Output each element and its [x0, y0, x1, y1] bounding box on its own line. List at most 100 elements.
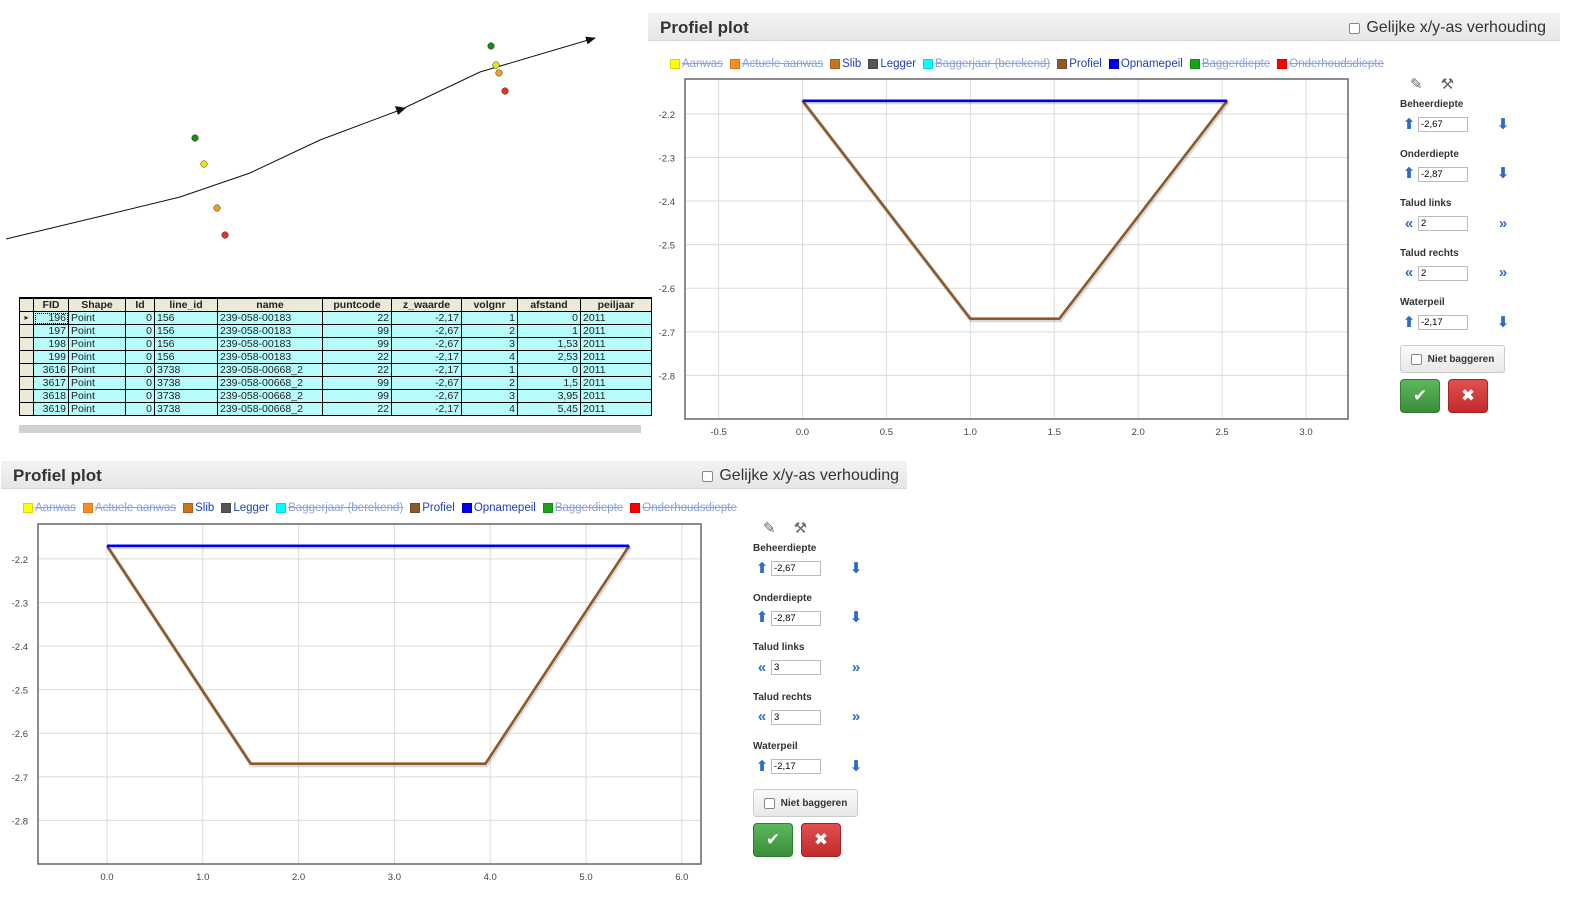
row-selector[interactable] — [19, 376, 34, 390]
map-canvas[interactable] — [0, 25, 610, 250]
table-cell-afstand[interactable]: 1,53 — [517, 337, 581, 351]
table-cell-id[interactable]: 0 — [125, 376, 155, 390]
table-cell-fid[interactable]: 3617 — [33, 376, 69, 390]
decrease-arrow-icon[interactable]: « — [1404, 264, 1414, 282]
table-cell-z_waarde[interactable]: -2,67 — [391, 337, 462, 351]
table-cell-line_id[interactable]: 3738 — [154, 389, 218, 403]
decrease-arrow-icon[interactable]: ⬇ — [849, 757, 863, 775]
table-row[interactable]: 199 Point 0 156 239-058-00183 22 -2,17 4 2,53 201… — [19, 350, 652, 364]
niet-baggeren-button[interactable]: Niet baggeren — [1400, 345, 1505, 373]
legend-item-baggerdiepte[interactable]: Baggerdiepte — [542, 502, 623, 514]
legend-item-actuele-aanwas[interactable]: Actuele aanwas — [82, 502, 176, 514]
table-cell-fid[interactable]: 3616 — [33, 363, 69, 377]
increase-arrow-icon[interactable]: ⬆ — [1402, 115, 1416, 133]
table-cell-puntcode[interactable]: 22 — [322, 311, 392, 325]
table-cell-peiljaar[interactable]: 2011 — [580, 363, 652, 377]
decrease-arrow-icon[interactable]: ⬇ — [849, 559, 863, 577]
table-cell-volgnr[interactable]: 2 — [461, 324, 518, 338]
row-selector[interactable] — [19, 363, 34, 377]
table-cell-volgnr[interactable]: 4 — [461, 350, 518, 364]
column-header[interactable]: FID — [33, 297, 69, 312]
series-line-profiel[interactable] — [801, 100, 1229, 320]
increase-arrow-icon[interactable]: » — [1498, 264, 1508, 282]
confirm-button[interactable]: ✔ — [1400, 379, 1440, 413]
wrench-icon[interactable]: ⚒ — [793, 520, 808, 537]
table-cell-shape[interactable]: Point — [68, 376, 126, 390]
table-cell-id[interactable]: 0 — [125, 311, 155, 325]
table-cell-id[interactable]: 0 — [125, 402, 155, 416]
wrench-icon[interactable]: ⚒ — [1440, 76, 1455, 93]
table-cell-name[interactable]: 239-058-00183 — [217, 311, 323, 325]
waterpeil-input[interactable] — [771, 759, 821, 775]
table-row[interactable]: 197 Point 0 156 239-058-00183 99 -2,67 2 1 2011 — [19, 324, 652, 338]
table-cell-puntcode[interactable]: 99 — [322, 324, 392, 338]
row-selector[interactable] — [19, 389, 34, 403]
profile-chart[interactable]: 0.0 1.0 2.0 3.0 4.0 5.0 6.0 -2.2 -2.3 -2.4 -2.5 -2.… — [1, 519, 717, 889]
table-cell-z_waarde[interactable]: -2,67 — [391, 324, 462, 338]
plot-area[interactable] — [38, 524, 701, 864]
legend-item-aanwas[interactable]: Aanwas — [23, 502, 76, 514]
table-cell-name[interactable]: 239-058-00668_2 — [217, 389, 323, 403]
legend-item-slib[interactable]: Slib — [830, 58, 861, 70]
table-cell-name[interactable]: 239-058-00668_2 — [217, 376, 323, 390]
map-point-yellow[interactable] — [492, 61, 500, 69]
table-cell-shape[interactable]: Point — [68, 389, 126, 403]
table-cell-name[interactable]: 239-058-00183 — [217, 324, 323, 338]
table-cell-afstand[interactable]: 2,53 — [517, 350, 581, 364]
table-cell-id[interactable]: 0 — [125, 389, 155, 403]
decrease-arrow-icon[interactable]: ⬇ — [1496, 165, 1510, 183]
map-point-red[interactable] — [221, 231, 229, 239]
beheerdiepte-input[interactable] — [1418, 117, 1468, 132]
cancel-button[interactable]: ✖ — [1448, 379, 1488, 413]
table-cell-afstand[interactable]: 3,95 — [517, 389, 581, 403]
legend-item-profiel[interactable]: Profiel — [410, 502, 455, 514]
table-cell-volgnr[interactable]: 4 — [461, 402, 518, 416]
table-cell-volgnr[interactable]: 1 — [461, 311, 518, 325]
increase-arrow-icon[interactable]: » — [851, 658, 861, 676]
increase-arrow-icon[interactable]: ⬆ — [1402, 165, 1416, 183]
decrease-arrow-icon[interactable]: « — [1404, 214, 1414, 232]
row-selector[interactable] — [19, 337, 34, 351]
onderdiepte-input[interactable] — [1418, 166, 1468, 182]
decrease-arrow-icon[interactable]: « — [757, 708, 767, 726]
onderdiepte-input[interactable] — [771, 610, 821, 626]
legend-item-baggerjaar-berekend[interactable]: Baggerjaar (berekend) — [923, 58, 1050, 70]
legend-item-legger[interactable]: Legger — [868, 58, 916, 70]
cancel-button[interactable]: ✖ — [801, 823, 841, 857]
row-selector-current-icon[interactable]: ▸ — [19, 311, 34, 325]
table-cell-fid[interactable]: 198 — [33, 337, 69, 351]
waterpeil-input[interactable] — [1418, 315, 1468, 331]
map-point-orange[interactable] — [213, 204, 221, 212]
table-cell-fid[interactable]: 197 — [33, 324, 69, 338]
increase-arrow-icon[interactable]: ⬆ — [755, 609, 769, 627]
table-cell-line_id[interactable]: 3738 — [154, 376, 218, 390]
legend-item-opnamepeil[interactable]: Opnamepeil — [461, 502, 536, 514]
legend-item-profiel[interactable]: Profiel — [1057, 58, 1102, 70]
table-cell-id[interactable]: 0 — [125, 324, 155, 338]
decrease-arrow-icon[interactable]: « — [757, 658, 767, 676]
table-cell-id[interactable]: 0 — [125, 363, 155, 377]
column-header[interactable]: Id — [125, 297, 155, 312]
table-cell-name[interactable]: 239-058-00183 — [217, 337, 323, 351]
table-cell-line_id[interactable]: 3738 — [154, 402, 218, 416]
table-cell-puntcode[interactable]: 99 — [322, 389, 392, 403]
table-cell-puntcode[interactable]: 22 — [322, 363, 392, 377]
table-row[interactable]: 3616 Point 0 3738 239-058-00668_2 22 -2,17 1 0 20… — [19, 363, 652, 377]
table-cell-puntcode[interactable]: 99 — [322, 376, 392, 390]
table-cell-shape[interactable]: Point — [68, 402, 126, 416]
map-point-yellow[interactable] — [200, 160, 208, 168]
table-cell-shape[interactable]: Point — [68, 363, 126, 377]
table-cell-line_id[interactable]: 156 — [154, 311, 218, 325]
niet-baggeren-checkbox[interactable] — [1410, 353, 1422, 365]
talud-links-input[interactable] — [771, 660, 821, 676]
table-cell-peiljaar[interactable]: 2011 — [580, 324, 652, 338]
table-cell-peiljaar[interactable]: 2011 — [580, 337, 652, 351]
table-cell-afstand[interactable]: 0 — [517, 363, 581, 377]
table-cell-puntcode[interactable]: 22 — [322, 402, 392, 416]
table-cell-z_waarde[interactable]: -2,67 — [391, 389, 462, 403]
column-header[interactable]: peiljaar — [580, 297, 652, 312]
column-header[interactable]: name — [217, 297, 323, 312]
table-cell-peiljaar[interactable]: 2011 — [580, 402, 652, 416]
table-cell-z_waarde[interactable]: -2,17 — [391, 350, 462, 364]
table-cell-peiljaar[interactable]: 2011 — [580, 376, 652, 390]
